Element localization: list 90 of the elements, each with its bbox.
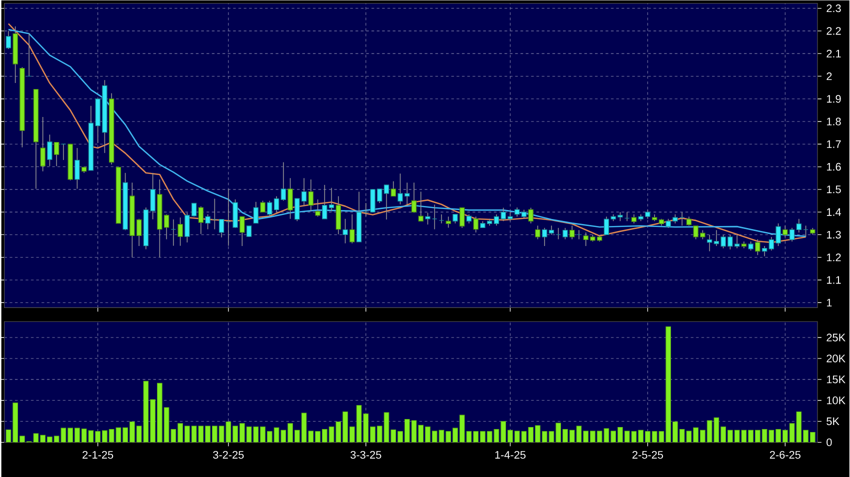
candlestick <box>170 218 176 246</box>
candlestick <box>294 198 300 222</box>
y-tick-label: 1.2 <box>826 253 841 262</box>
candlestick <box>322 184 328 220</box>
candlestick <box>521 209 527 220</box>
y-tick-label: 2 <box>826 72 832 80</box>
x-tick-label: 3-2-25 <box>213 450 244 459</box>
candlestick <box>288 178 293 220</box>
candlestick <box>260 200 266 212</box>
y-tick-label: 1.3 <box>826 230 841 238</box>
candlestick <box>466 214 472 224</box>
candlestick <box>178 216 183 246</box>
candlestick <box>686 216 692 226</box>
y-tick-label: 2.2 <box>826 27 841 35</box>
x-tick-label: 1-4-25 <box>495 450 526 459</box>
y-tick-label: 1.7 <box>826 140 841 148</box>
y-tick-label: 1 <box>826 298 832 306</box>
candlestick <box>432 204 438 230</box>
candlestick <box>47 134 52 166</box>
y-tick-label: 1.1 <box>826 276 841 284</box>
candlestick <box>425 212 430 225</box>
y-tick-label: 0 <box>826 438 832 446</box>
candlestick <box>301 178 307 206</box>
y-tick-label: 15K <box>826 376 846 384</box>
candlestick <box>556 227 561 240</box>
candlestick <box>308 178 314 212</box>
candlestick <box>363 202 368 216</box>
y-tick-label: 5K <box>826 417 840 426</box>
y-tick-label: 1.9 <box>826 94 841 103</box>
candlestick <box>328 187 334 212</box>
y-tick-label: 1.8 <box>826 118 841 126</box>
y-tick-label: 20K <box>826 354 846 362</box>
y-tick-label: 2.1 <box>826 50 841 58</box>
candlestick <box>205 214 210 230</box>
candlestick <box>624 212 630 222</box>
candlestick <box>267 200 272 217</box>
y-tick-label: 1.5 <box>826 186 841 194</box>
candlestick <box>562 227 568 240</box>
candlestick <box>342 218 348 244</box>
y-tick-label: 2.3 <box>826 4 841 12</box>
candlestick <box>452 214 458 224</box>
candlestick <box>548 225 554 236</box>
candlestick <box>26 32 32 77</box>
x-tick-label: 3-3-25 <box>350 450 382 459</box>
candlestick <box>762 246 768 257</box>
candlestick <box>755 238 760 256</box>
candlestick <box>280 162 286 202</box>
candlestick <box>218 218 224 238</box>
candlestick <box>54 142 60 166</box>
candlestick <box>240 216 245 246</box>
candlestick <box>631 214 637 224</box>
candlestick <box>60 144 66 160</box>
candlestick <box>212 198 218 230</box>
candlestick <box>253 201 259 224</box>
y-tick-label: 25K <box>826 334 846 342</box>
candlestick <box>226 188 232 246</box>
candlestick <box>40 116 46 172</box>
candlestick <box>528 207 534 224</box>
candlestick <box>576 230 582 240</box>
candlestick <box>315 198 320 217</box>
candlestick <box>473 216 478 233</box>
candlestick <box>384 184 390 220</box>
candlestick <box>542 227 548 246</box>
candlestick <box>246 225 252 238</box>
candlestick <box>198 206 204 234</box>
candlestick <box>446 216 451 228</box>
candlestick <box>569 225 575 240</box>
candlestick <box>411 182 417 214</box>
candlestick <box>460 207 465 228</box>
y-tick-label: 10K <box>826 396 846 404</box>
candlestick <box>679 212 685 226</box>
candlestick <box>535 225 540 240</box>
y-tick-label: 1.6 <box>826 162 841 171</box>
candlestick <box>438 214 444 224</box>
x-tick-label: 2-6-25 <box>770 450 800 459</box>
candlestick <box>6 30 12 50</box>
candlestick <box>514 207 520 217</box>
candlestick <box>796 218 802 233</box>
candlestick <box>803 225 808 238</box>
x-tick-label: 2-1-25 <box>82 450 114 459</box>
y-tick-label: 1.4 <box>826 208 842 216</box>
candlestick <box>789 227 795 242</box>
candlestick <box>782 225 788 238</box>
candlestick <box>748 240 754 251</box>
candlestick <box>418 191 424 222</box>
candlestick <box>350 214 355 244</box>
candlestick <box>74 147 80 190</box>
x-tick-label: 2-5-25 <box>632 450 663 459</box>
candlestick <box>390 180 396 197</box>
candlestick <box>274 196 280 212</box>
